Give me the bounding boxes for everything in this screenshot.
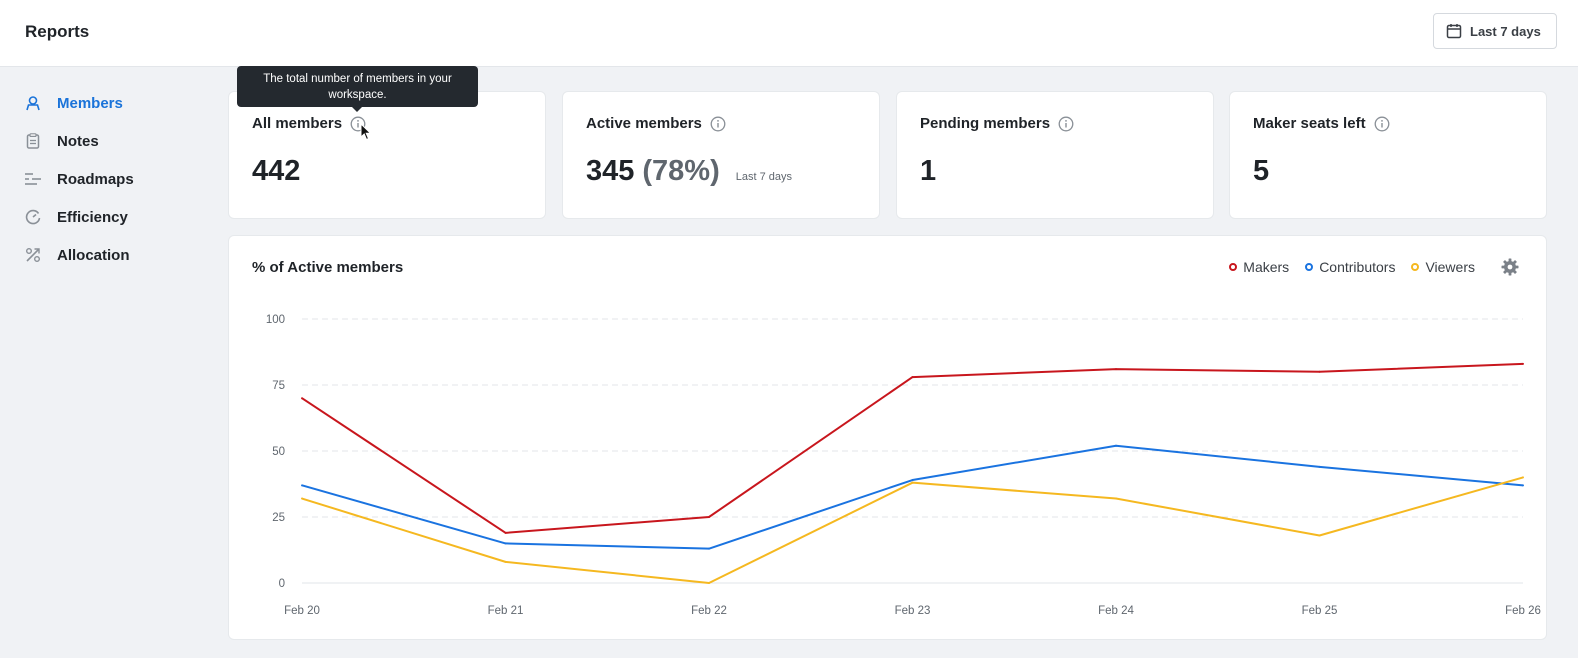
chart-legend: Makers Contributors Viewers <box>1229 259 1475 275</box>
stat-title: Pending members <box>920 115 1051 132</box>
legend-item-makers[interactable]: Makers <box>1229 259 1289 275</box>
data-point-makers <box>1318 370 1321 373</box>
stat-card-all-members: All members 442 <box>228 91 546 219</box>
allocation-icon <box>24 246 42 264</box>
data-point-contributors <box>1318 465 1321 468</box>
data-point-contributors <box>1522 484 1524 487</box>
sidebar-item-label: Allocation <box>57 246 130 264</box>
data-point-makers <box>504 531 507 534</box>
data-point-viewers <box>504 560 507 563</box>
stat-value-row: 442 <box>252 155 300 188</box>
stat-title-row: Maker seats left <box>1253 115 1390 132</box>
sidebar-item-label: Roadmaps <box>57 170 134 188</box>
members-icon <box>24 94 42 112</box>
sidebar-item-members[interactable]: Members <box>24 91 123 115</box>
roadmaps-icon <box>24 170 42 188</box>
stat-percent: (78%) <box>642 155 720 187</box>
legend-marker <box>1411 263 1420 271</box>
data-point-viewers <box>1115 497 1117 500</box>
page-title: Reports <box>25 22 90 41</box>
legend-label: Contributors <box>1319 259 1396 275</box>
data-point-makers <box>1115 368 1117 371</box>
tooltip: The total number of members in your work… <box>237 66 478 112</box>
x-tick-label: Feb 26 <box>1505 605 1541 617</box>
y-tick-label: 50 <box>272 446 285 458</box>
chart-title: % of Active members <box>252 259 404 276</box>
sidebar-item-notes[interactable]: Notes <box>24 129 99 153</box>
sidebar-item-roadmaps[interactable]: Roadmaps <box>24 167 134 191</box>
top-bar: Reports Last 7 days <box>0 0 1578 67</box>
sidebar-item-label: Members <box>57 94 123 112</box>
notes-icon <box>24 132 42 150</box>
x-tick-label: Feb 20 <box>284 605 320 617</box>
info-icon[interactable] <box>1374 116 1390 132</box>
legend-marker <box>1229 263 1238 271</box>
legend-marker <box>1305 263 1314 271</box>
stat-title: Maker seats left <box>1253 115 1366 132</box>
stat-card-pending-members: Pending members 1 <box>896 91 1214 219</box>
data-point-contributors <box>911 479 914 482</box>
info-icon[interactable] <box>350 116 366 132</box>
data-point-makers <box>911 376 914 379</box>
date-range-button[interactable]: Last 7 days <box>1433 13 1557 49</box>
y-tick-label: 100 <box>266 314 285 326</box>
stat-card-maker-seats: Maker seats left 5 <box>1229 91 1547 219</box>
legend-label: Viewers <box>1425 259 1475 275</box>
data-point-makers <box>1522 362 1524 365</box>
mouse-cursor-icon <box>360 122 372 146</box>
data-point-viewers <box>708 582 710 584</box>
stat-period: Last 7 days <box>735 171 793 183</box>
sidebar-item-efficiency[interactable]: Efficiency <box>24 205 128 229</box>
stat-title: Active members <box>586 115 702 132</box>
info-icon[interactable] <box>1058 116 1074 132</box>
x-tick-label: Feb 23 <box>895 605 931 617</box>
y-tick-label: 75 <box>272 380 285 392</box>
data-point-makers <box>301 397 303 400</box>
line-chart: 0 25 50 75 100 Feb 20 Feb 21 Feb 22 Feb 23 Feb 24… <box>266 314 1541 617</box>
sidebar-item-label: Notes <box>57 132 99 150</box>
stat-card-active-members: Active members 345 (78%) Last 7 days <box>562 91 880 219</box>
y-tick-label: 0 <box>279 578 285 590</box>
data-point-contributors <box>504 542 507 545</box>
sidebar: Members Notes Roadmaps Efficiency Alloca… <box>0 67 228 658</box>
stat-title-row: All members <box>252 115 366 132</box>
data-point-contributors <box>1115 444 1117 447</box>
series-line-makers <box>301 362 1524 534</box>
data-point-viewers <box>1522 476 1524 479</box>
series-line-viewers <box>301 476 1524 584</box>
stat-title-row: Active members <box>586 115 726 132</box>
data-point-contributors <box>708 547 710 550</box>
sidebar-item-allocation[interactable]: Allocation <box>24 243 130 267</box>
gear-icon[interactable] <box>1501 258 1519 281</box>
stat-value-row: 1 <box>920 155 936 188</box>
series-line-contributors <box>301 444 1524 550</box>
x-tick-label: Feb 24 <box>1098 605 1134 617</box>
sidebar-item-label: Efficiency <box>57 208 128 226</box>
efficiency-icon <box>24 208 42 226</box>
stat-title: All members <box>252 115 343 132</box>
legend-label: Makers <box>1243 259 1290 275</box>
data-point-viewers <box>1318 534 1321 537</box>
stat-value: 5 <box>1253 155 1270 187</box>
stat-value: 1 <box>920 155 937 187</box>
legend-item-viewers[interactable]: Viewers <box>1411 259 1475 275</box>
stat-value: 442 <box>252 155 301 187</box>
data-point-contributors <box>301 484 303 487</box>
stat-value: 345 <box>586 155 635 187</box>
stat-title-row: Pending members <box>920 115 1074 132</box>
calendar-icon <box>1446 23 1462 39</box>
chart-card: % of Active members Makers Contributors … <box>228 235 1547 640</box>
stat-value-row: 5 <box>1253 155 1269 188</box>
info-icon[interactable] <box>710 116 726 132</box>
y-tick-label: 25 <box>272 512 285 524</box>
data-point-makers <box>708 516 710 518</box>
date-range-label: Last 7 days <box>1470 23 1541 39</box>
legend-item-contributors[interactable]: Contributors <box>1305 259 1395 275</box>
x-tick-label: Feb 22 <box>691 605 727 617</box>
data-point-viewers <box>911 481 914 484</box>
data-point-viewers <box>301 497 303 500</box>
stat-value-row: 345 (78%) Last 7 days <box>586 155 792 188</box>
x-tick-label: Feb 25 <box>1302 605 1338 617</box>
x-tick-label: Feb 21 <box>488 605 524 617</box>
